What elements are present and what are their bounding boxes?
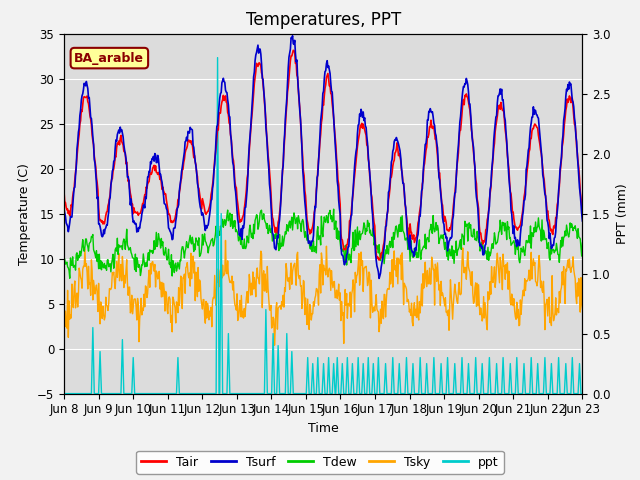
Y-axis label: PPT (mm): PPT (mm) — [616, 183, 629, 244]
Y-axis label: Temperature (C): Temperature (C) — [19, 163, 31, 264]
Legend: Tair, Tsurf, Tdew, Tsky, ppt: Tair, Tsurf, Tdew, Tsky, ppt — [136, 451, 504, 474]
Text: BA_arable: BA_arable — [74, 51, 145, 65]
Title: Temperatures, PPT: Temperatures, PPT — [246, 11, 401, 29]
X-axis label: Time: Time — [308, 422, 339, 435]
